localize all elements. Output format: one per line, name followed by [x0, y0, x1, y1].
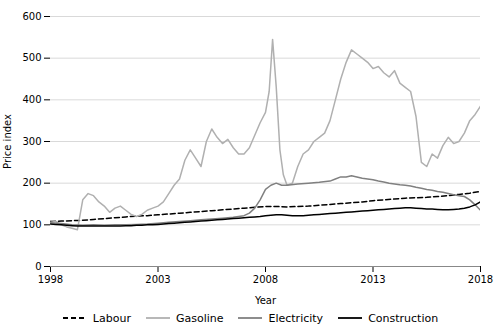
html-text:Labour: Labour	[92, 311, 131, 325]
svg-text:2008: 2008	[253, 274, 278, 285]
html-text:Electricity: Electricity	[268, 311, 324, 325]
svg-text:Price index: Price index	[2, 114, 13, 169]
svg-text:300: 300	[22, 136, 41, 147]
svg-text:2018: 2018	[468, 274, 493, 285]
svg-text:200: 200	[22, 177, 41, 188]
svg-text:2013: 2013	[360, 274, 385, 285]
svg-text:500: 500	[22, 52, 41, 63]
svg-text:100: 100	[22, 219, 41, 230]
svg-text:Year: Year	[254, 295, 277, 306]
svg-text:600: 600	[22, 11, 41, 22]
svg-text:1998: 1998	[38, 274, 63, 285]
svg-text:0: 0	[35, 261, 41, 272]
html-text:Construction: Construction	[368, 311, 439, 325]
svg-text:400: 400	[22, 94, 41, 105]
svg-text:2003: 2003	[145, 274, 170, 285]
html-text:Gasoline: Gasoline	[175, 311, 224, 325]
